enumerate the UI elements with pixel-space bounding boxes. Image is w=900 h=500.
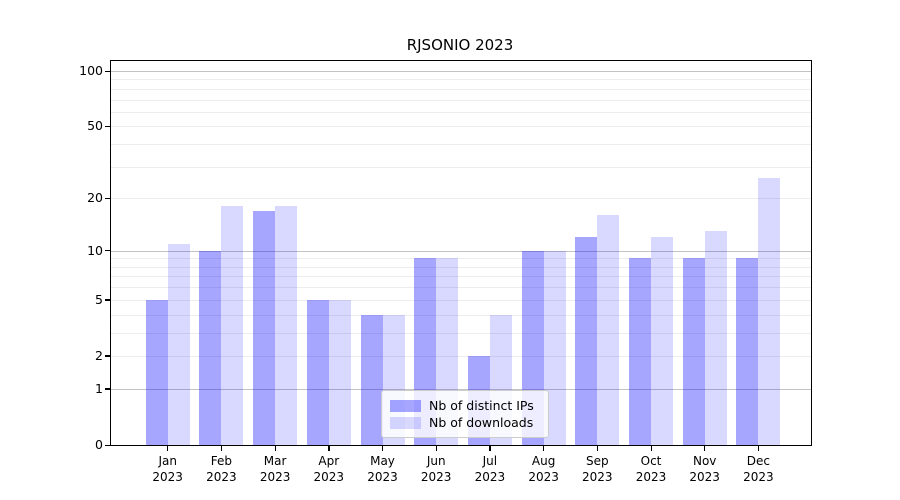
gridline-minor-20 [111, 198, 811, 200]
x-tick-jan [167, 446, 169, 451]
x-tick-jun [435, 446, 437, 451]
bar-downloads-oct [651, 237, 673, 445]
x-tick-label-may: May 2023 [367, 454, 398, 484]
gridline-major-100 [111, 71, 811, 72]
bar-distinct-ips-nov [682, 258, 705, 445]
bar-distinct-ips-oct [629, 258, 651, 445]
x-tick-jul [489, 446, 491, 451]
x-tick-aug [543, 446, 545, 451]
gridline-minor-8 [111, 266, 811, 268]
x-tick-label-dec: Dec 2023 [743, 454, 774, 484]
y-tick-50 [105, 125, 111, 128]
gridline-minor-3 [111, 332, 811, 334]
gridline-major-10 [111, 250, 811, 252]
y-tick-2 [105, 355, 111, 357]
bar-downloads-feb [221, 206, 244, 445]
bar-distinct-ips-apr [306, 299, 329, 445]
bar-downloads-nov [704, 231, 727, 445]
y-tick-5 [105, 299, 111, 301]
bar-downloads-apr [328, 299, 351, 445]
y-tick-20 [105, 197, 111, 200]
legend: Nb of distinct IPs Nb of downloads [381, 390, 549, 438]
legend-label-downloads: Nb of downloads [429, 415, 534, 430]
x-tick-may [382, 446, 384, 451]
y-tick-label-50: 50 [87, 118, 103, 134]
bar-distinct-ips-feb [199, 250, 222, 445]
x-tick-label-oct: Oct 2023 [635, 454, 667, 484]
gridline-minor-90 [111, 79, 811, 81]
gridline-minor-4 [111, 314, 811, 316]
x-tick-label-jun: Jun 2023 [420, 454, 452, 484]
gridline-minor-30 [111, 166, 811, 168]
x-tick-mar [274, 446, 276, 451]
y-tick-label-2: 2 [95, 347, 103, 363]
legend-swatch-distinct-ips [390, 399, 421, 412]
x-tick-apr [328, 446, 330, 451]
bar-distinct-ips-dec [736, 258, 759, 445]
gridline-minor-40 [111, 144, 811, 146]
bar-distinct-ips-sep [575, 237, 598, 445]
gridline-minor-5 [111, 299, 811, 301]
gridline-minor-9 [111, 258, 811, 260]
x-tick-label-aug: Aug 2023 [528, 454, 559, 484]
y-tick-label-20: 20 [87, 190, 103, 206]
y-tick-10 [105, 250, 111, 252]
y-tick-label-1: 1 [95, 380, 103, 396]
x-tick-feb [220, 446, 223, 451]
gridline-minor-2 [111, 355, 811, 357]
legend-label-distinct-ips: Nb of distinct IPs [429, 398, 534, 413]
y-tick-0 [105, 444, 111, 446]
y-tick-label-100: 100 [79, 63, 103, 78]
x-tick-label-mar: Mar 2023 [259, 454, 291, 484]
legend-swatch-downloads [390, 416, 421, 429]
bar-downloads-mar [275, 206, 298, 445]
gridline-minor-6 [111, 287, 811, 289]
gridline-minor-70 [111, 99, 811, 101]
y-tick-1 [105, 388, 111, 390]
bar-downloads-aug [543, 250, 566, 445]
gridline-minor-7 [111, 276, 811, 278]
legend-item-distinct-ips: Nb of distinct IPs [390, 397, 540, 414]
x-tick-label-jan: Jan 2023 [152, 454, 183, 484]
x-tick-oct [650, 446, 652, 451]
x-tick-label-feb: Feb 2023 [206, 454, 237, 484]
bar-distinct-ips-mar [253, 210, 276, 445]
gridline-minor-50 [111, 126, 811, 128]
bar-downloads-jan [167, 243, 190, 445]
x-tick-label-nov: Nov 2023 [689, 454, 720, 484]
y-tick-100 [105, 70, 111, 72]
y-tick-label-5: 5 [95, 291, 103, 307]
bar-distinct-ips-may [360, 314, 383, 445]
x-tick-nov [704, 446, 706, 451]
x-tick-label-jul: Jul 2023 [474, 454, 506, 484]
plot-area: 100 50 20 10 5 2 1 0 Jan 2023 Feb 2023 Mar 2023 Ap… [79, 60, 812, 484]
bar-downloads-sep [597, 215, 620, 445]
x-tick-dec [757, 446, 760, 451]
gridline-minor-80 [111, 88, 811, 90]
y-tick-label-0: 0 [95, 437, 103, 452]
x-tick-label-apr: Apr 2023 [313, 454, 345, 484]
y-tick-label-10: 10 [87, 242, 103, 258]
chart-title: RJSONIO 2023 [406, 36, 514, 54]
legend-item-downloads: Nb of downloads [390, 414, 540, 431]
gridline-minor-60 [111, 111, 811, 113]
gridline-major-1 [111, 388, 811, 390]
bar-downloads-dec [758, 177, 781, 445]
x-tick-label-sep: Sep 2023 [582, 454, 613, 484]
bar-distinct-ips-jan [145, 299, 168, 445]
x-tick-sep [596, 446, 599, 451]
